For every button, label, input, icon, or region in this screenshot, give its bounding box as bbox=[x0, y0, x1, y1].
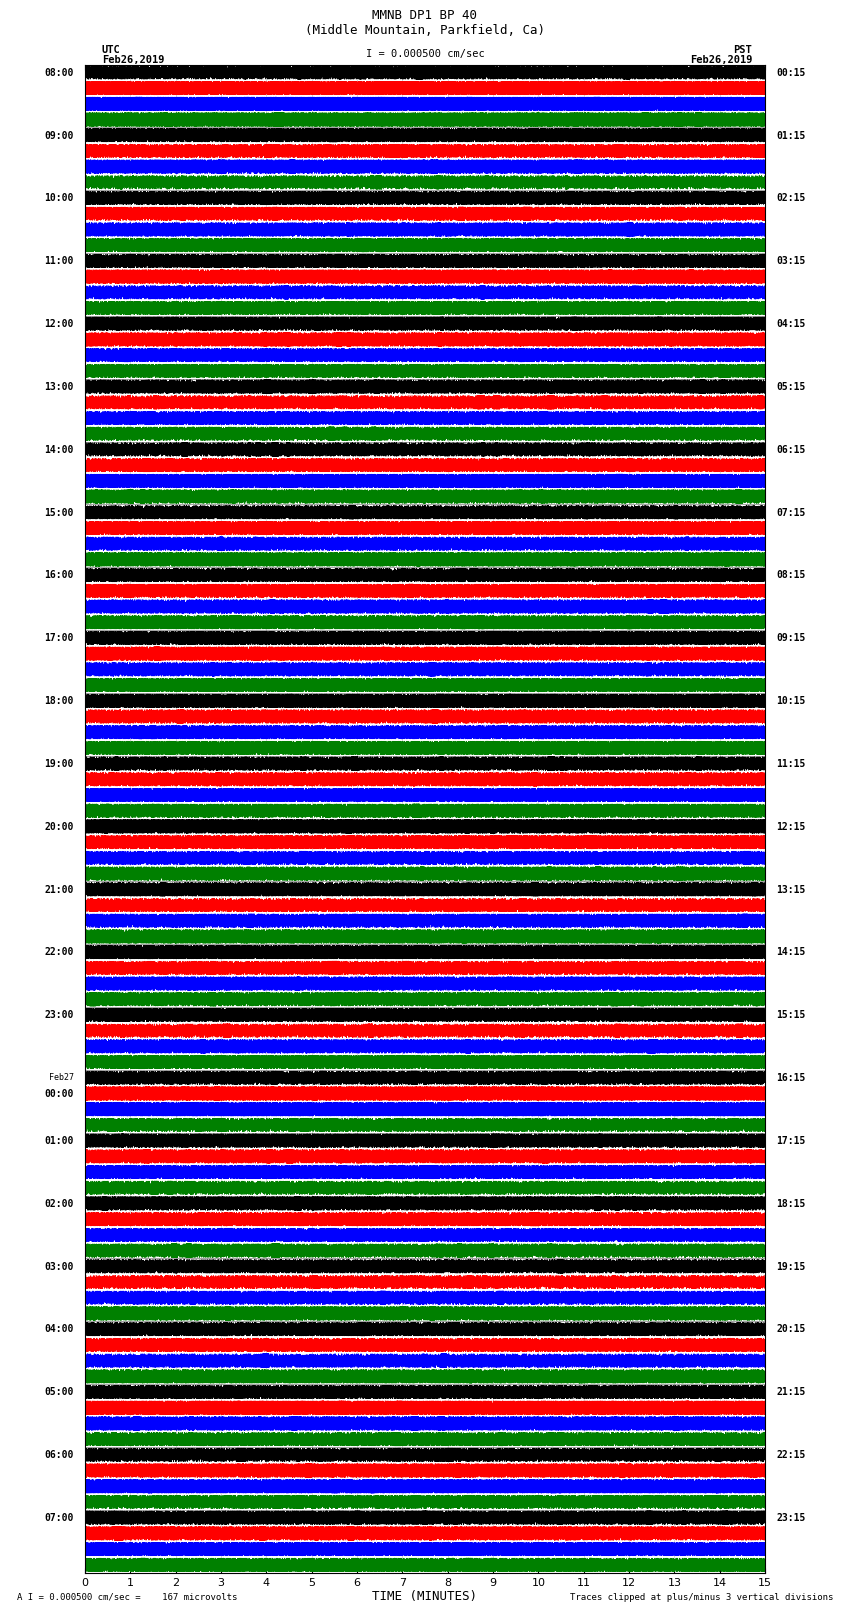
Text: PST: PST bbox=[734, 45, 752, 55]
Text: 12:00: 12:00 bbox=[44, 319, 74, 329]
Text: 06:00: 06:00 bbox=[44, 1450, 74, 1460]
Text: 15:00: 15:00 bbox=[44, 508, 74, 518]
Text: 02:00: 02:00 bbox=[44, 1198, 74, 1208]
Text: 19:00: 19:00 bbox=[44, 758, 74, 769]
Text: 18:00: 18:00 bbox=[44, 697, 74, 706]
Text: 22:00: 22:00 bbox=[44, 947, 74, 958]
Title: MMNB DP1 BP 40
(Middle Mountain, Parkfield, Ca): MMNB DP1 BP 40 (Middle Mountain, Parkfie… bbox=[305, 10, 545, 37]
Text: 02:15: 02:15 bbox=[776, 194, 806, 203]
Text: 20:00: 20:00 bbox=[44, 821, 74, 832]
Text: 14:00: 14:00 bbox=[44, 445, 74, 455]
Text: 08:00: 08:00 bbox=[44, 68, 74, 77]
Text: 05:00: 05:00 bbox=[44, 1387, 74, 1397]
Text: 00:15: 00:15 bbox=[776, 68, 806, 77]
Text: 15:15: 15:15 bbox=[776, 1010, 806, 1021]
Text: I = 0.000500 cm/sec: I = 0.000500 cm/sec bbox=[366, 48, 484, 58]
Text: Feb27: Feb27 bbox=[48, 1073, 74, 1082]
Text: Traces clipped at plus/minus 3 vertical divisions: Traces clipped at plus/minus 3 vertical … bbox=[570, 1592, 833, 1602]
Text: 12:15: 12:15 bbox=[776, 821, 806, 832]
Text: 19:15: 19:15 bbox=[776, 1261, 806, 1271]
Text: 01:00: 01:00 bbox=[44, 1136, 74, 1145]
Text: 13:15: 13:15 bbox=[776, 884, 806, 895]
Text: 10:00: 10:00 bbox=[44, 194, 74, 203]
Text: 03:00: 03:00 bbox=[44, 1261, 74, 1271]
Text: 09:00: 09:00 bbox=[44, 131, 74, 140]
Text: 13:00: 13:00 bbox=[44, 382, 74, 392]
Text: 21:00: 21:00 bbox=[44, 884, 74, 895]
Text: 07:00: 07:00 bbox=[44, 1513, 74, 1523]
Text: 00:00: 00:00 bbox=[44, 1089, 74, 1098]
Text: 03:15: 03:15 bbox=[776, 256, 806, 266]
Text: 04:15: 04:15 bbox=[776, 319, 806, 329]
Text: Feb26,2019: Feb26,2019 bbox=[689, 55, 752, 65]
Text: 05:15: 05:15 bbox=[776, 382, 806, 392]
Text: 14:15: 14:15 bbox=[776, 947, 806, 958]
Text: 10:15: 10:15 bbox=[776, 697, 806, 706]
Text: 21:15: 21:15 bbox=[776, 1387, 806, 1397]
Text: 20:15: 20:15 bbox=[776, 1324, 806, 1334]
Text: UTC: UTC bbox=[102, 45, 121, 55]
Text: 23:15: 23:15 bbox=[776, 1513, 806, 1523]
Text: 11:15: 11:15 bbox=[776, 758, 806, 769]
Text: 17:00: 17:00 bbox=[44, 634, 74, 644]
Text: 01:15: 01:15 bbox=[776, 131, 806, 140]
Text: 16:00: 16:00 bbox=[44, 571, 74, 581]
Text: A I = 0.000500 cm/sec =    167 microvolts: A I = 0.000500 cm/sec = 167 microvolts bbox=[17, 1592, 237, 1602]
Text: 23:00: 23:00 bbox=[44, 1010, 74, 1021]
Text: 18:15: 18:15 bbox=[776, 1198, 806, 1208]
X-axis label: TIME (MINUTES): TIME (MINUTES) bbox=[372, 1590, 478, 1603]
Text: 08:15: 08:15 bbox=[776, 571, 806, 581]
Text: Feb26,2019: Feb26,2019 bbox=[102, 55, 165, 65]
Text: 16:15: 16:15 bbox=[776, 1073, 806, 1082]
Text: 07:15: 07:15 bbox=[776, 508, 806, 518]
Text: 09:15: 09:15 bbox=[776, 634, 806, 644]
Text: 06:15: 06:15 bbox=[776, 445, 806, 455]
Text: 11:00: 11:00 bbox=[44, 256, 74, 266]
Text: 22:15: 22:15 bbox=[776, 1450, 806, 1460]
Text: 17:15: 17:15 bbox=[776, 1136, 806, 1145]
Text: 04:00: 04:00 bbox=[44, 1324, 74, 1334]
